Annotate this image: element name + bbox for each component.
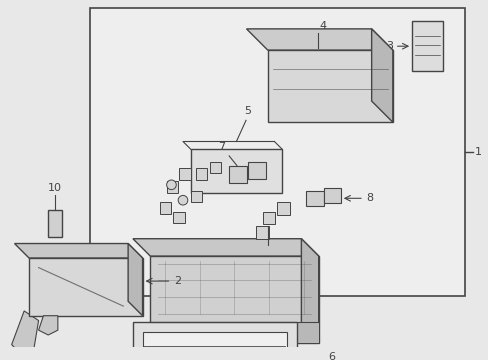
Polygon shape [15, 243, 142, 258]
Bar [229, 166, 246, 183]
Polygon shape [301, 239, 318, 343]
Bar [263, 212, 275, 224]
Circle shape [178, 195, 187, 205]
Bar [173, 212, 184, 223]
Bar [305, 190, 323, 206]
Polygon shape [39, 316, 58, 335]
Bar [256, 226, 268, 239]
Polygon shape [12, 311, 39, 354]
Bar [277, 202, 289, 215]
Bar [209, 162, 221, 173]
Text: 3: 3 [385, 41, 392, 51]
Bar [248, 162, 265, 179]
Bar [179, 168, 190, 180]
Bar [323, 188, 340, 203]
Polygon shape [150, 256, 318, 343]
Polygon shape [246, 29, 392, 50]
Text: 6: 6 [327, 352, 335, 360]
Text: 2: 2 [174, 276, 181, 286]
Bar [190, 149, 282, 193]
Polygon shape [133, 239, 318, 256]
Bar [411, 21, 442, 71]
Bar [195, 168, 206, 180]
Circle shape [166, 180, 176, 190]
Bar [166, 181, 178, 193]
Text: 7: 7 [218, 142, 225, 152]
Bar [142, 332, 286, 360]
Bar [89, 8, 464, 297]
Polygon shape [128, 243, 142, 316]
Bar [48, 210, 61, 237]
Bar [190, 190, 202, 202]
Polygon shape [267, 50, 392, 122]
Text: 4: 4 [319, 21, 326, 31]
Text: 9: 9 [269, 248, 276, 258]
Text: 8: 8 [365, 193, 372, 203]
Text: 1: 1 [474, 147, 481, 157]
Bar [160, 202, 171, 214]
Bar [150, 321, 318, 343]
Text: 5: 5 [244, 105, 251, 116]
Polygon shape [29, 258, 142, 316]
Bar [133, 323, 296, 360]
Polygon shape [371, 29, 392, 122]
Text: 10: 10 [48, 183, 62, 193]
